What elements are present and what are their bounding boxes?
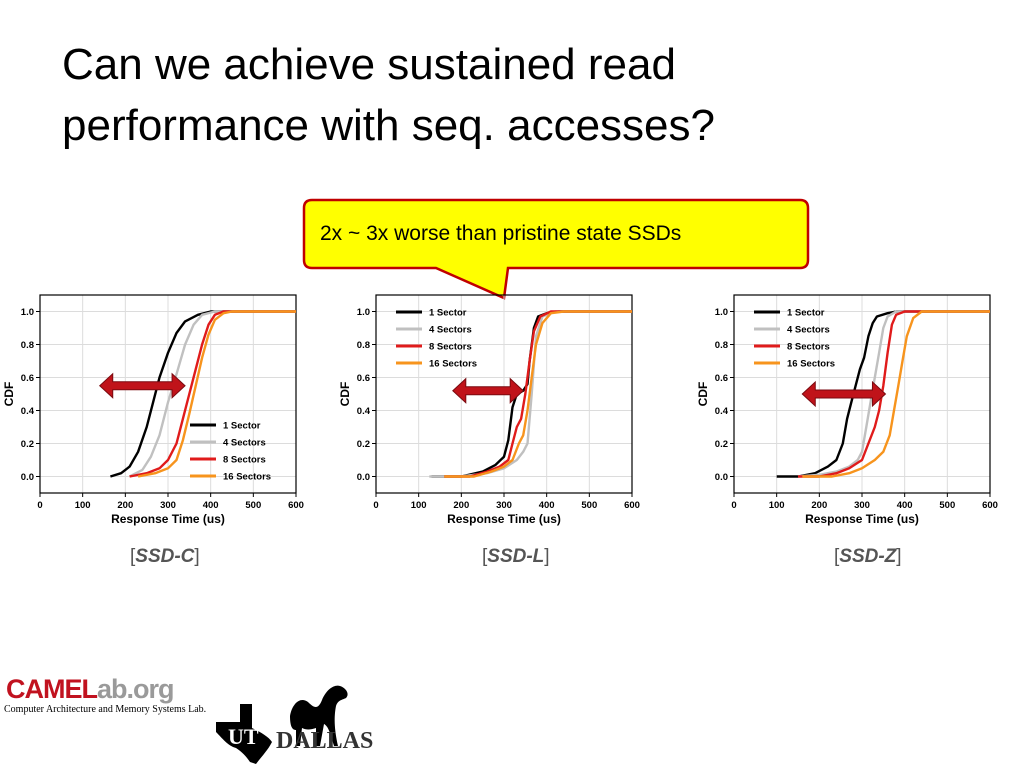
x-axis-label: Response Time (us)	[111, 512, 225, 526]
x-tick-label: 600	[982, 500, 998, 511]
y-tick-label: 0.2	[357, 439, 370, 450]
series-line-4-sectors	[797, 310, 990, 478]
grid	[39, 295, 297, 493]
legend-label: 8 Sectors	[429, 342, 472, 353]
x-tick-label: 300	[496, 500, 512, 511]
legend-label: 8 Sectors	[223, 455, 266, 466]
y-axis-label: CDF	[696, 382, 710, 407]
legend-label: 1 Sector	[429, 308, 467, 319]
series-line-8-sectors	[798, 310, 990, 478]
x-tick-label: 400	[539, 500, 555, 511]
slide-title: Can we achieve sustained read performanc…	[62, 34, 962, 156]
legend: 1 Sector 4 Sectors 8 Sectors 16 Sectors	[754, 308, 835, 370]
dallas-text: DALLAS	[276, 728, 374, 754]
y-tick-label: 0.0	[357, 472, 370, 483]
cdf-chart-ssd-c: 0 100 200 300 400 500 600 0.0 0.2 0.4 0.6 0.8 1.0 Res…	[2, 294, 304, 526]
y-tick-label: 0.2	[715, 439, 728, 450]
y-tick-label: 1.0	[357, 307, 370, 318]
camelab-logo: CAMELab.org	[6, 674, 175, 704]
series-line-8-sectors	[444, 310, 632, 478]
x-tick-label: 100	[411, 500, 427, 511]
x-tick-label: 500	[581, 500, 597, 511]
y-tick-label: 0.0	[715, 472, 728, 483]
callout-bubble	[302, 198, 810, 300]
y-tick-label: 1.0	[715, 307, 728, 318]
x-tick-label: 400	[203, 500, 219, 511]
y-tick-label: 0.8	[21, 340, 34, 351]
series-line-4-sectors	[129, 310, 296, 478]
y-tick-label: 0.0	[21, 472, 34, 483]
slide-title-line-2: performance with seq. accesses?	[62, 101, 715, 150]
cdf-chart-ssd-l: 0 100 200 300 400 500 600 0.0 0.2 0.4 0.6 0.8 1.0 Res…	[338, 294, 640, 526]
x-axis-label: Response Time (us)	[805, 512, 919, 526]
texas-shape-icon	[216, 704, 272, 764]
y-tick-label: 0.8	[357, 340, 370, 351]
x-tick-label: 600	[288, 500, 304, 511]
y-tick-label: 0.4	[715, 406, 729, 417]
double-arrow-icon	[452, 377, 524, 404]
legend-label: 1 Sector	[223, 421, 261, 432]
x-tick-label: 200	[453, 500, 469, 511]
x-tick-label: 500	[939, 500, 955, 511]
cdf-chart-ssd-z: 0 100 200 300 400 500 600 0.0 0.2 0.4 0.6 0.8 1.0 Res…	[696, 294, 998, 526]
legend: 1 Sector 4 Sectors 8 Sectors 16 Sectors	[396, 308, 477, 370]
legend: 1 Sector 4 Sectors 8 Sectors 16 Sectors	[190, 421, 271, 483]
double-arrow-icon	[98, 372, 186, 399]
series-line-1-sector	[110, 310, 296, 478]
x-tick-label: 0	[731, 500, 736, 511]
ut-dallas-logo: UT	[216, 685, 348, 764]
caption-ssd-z: [SSD-Z]	[834, 546, 902, 567]
x-tick-label: 600	[624, 500, 640, 511]
series-line-8-sectors	[129, 310, 296, 478]
x-tick-label: 200	[811, 500, 827, 511]
legend-label: 8 Sectors	[787, 342, 830, 353]
callout-text: 2x ~ 3x worse than pristine state SSDs	[320, 222, 682, 245]
double-arrow-icon	[801, 380, 887, 408]
y-tick-label: 0.6	[21, 373, 34, 384]
series-line-16-sectors	[137, 310, 296, 478]
callout-shape	[302, 198, 810, 300]
slide-title-line-1: Can we achieve sustained read	[62, 40, 676, 89]
y-axis-label: CDF	[338, 382, 352, 407]
y-tick-label: 0.6	[357, 373, 370, 384]
y-tick-label: 0.2	[21, 439, 34, 450]
legend-label: 4 Sectors	[223, 438, 266, 449]
legend-label: 4 Sectors	[429, 325, 472, 336]
x-tick-label: 200	[117, 500, 133, 511]
y-tick-label: 1.0	[21, 307, 34, 318]
x-tick-label: 100	[769, 500, 785, 511]
caption-ssd-c: [SSD-C]	[130, 546, 200, 567]
camel-icon	[290, 685, 348, 746]
x-tick-label: 500	[245, 500, 261, 511]
caption-ssd-l: [SSD-L]	[482, 546, 550, 567]
x-axis-label: Response Time (us)	[447, 512, 561, 526]
x-tick-label: 300	[854, 500, 870, 511]
x-tick-label: 300	[160, 500, 176, 511]
x-tick-label: 0	[37, 500, 42, 511]
x-tick-label: 0	[373, 500, 378, 511]
legend-label: 4 Sectors	[787, 325, 830, 336]
series-line-16-sectors	[802, 310, 990, 478]
x-tick-label: 100	[75, 500, 91, 511]
y-tick-label: 0.4	[357, 406, 371, 417]
camelab-subtitle: Computer Architecture and Memory Systems…	[4, 704, 207, 715]
y-tick-label: 0.8	[715, 340, 728, 351]
legend-label: 16 Sectors	[787, 359, 835, 370]
y-tick-label: 0.6	[715, 373, 728, 384]
series-line-16-sectors	[444, 310, 632, 478]
ut-mark: UT	[228, 724, 259, 749]
y-tick-label: 0.4	[21, 406, 35, 417]
x-tick-label: 400	[897, 500, 913, 511]
y-axis-label: CDF	[2, 382, 16, 407]
legend-label: 1 Sector	[787, 308, 825, 319]
series-line-1-sector	[776, 310, 990, 478]
legend-label: 16 Sectors	[223, 472, 271, 483]
legend-label: 16 Sectors	[429, 359, 477, 370]
